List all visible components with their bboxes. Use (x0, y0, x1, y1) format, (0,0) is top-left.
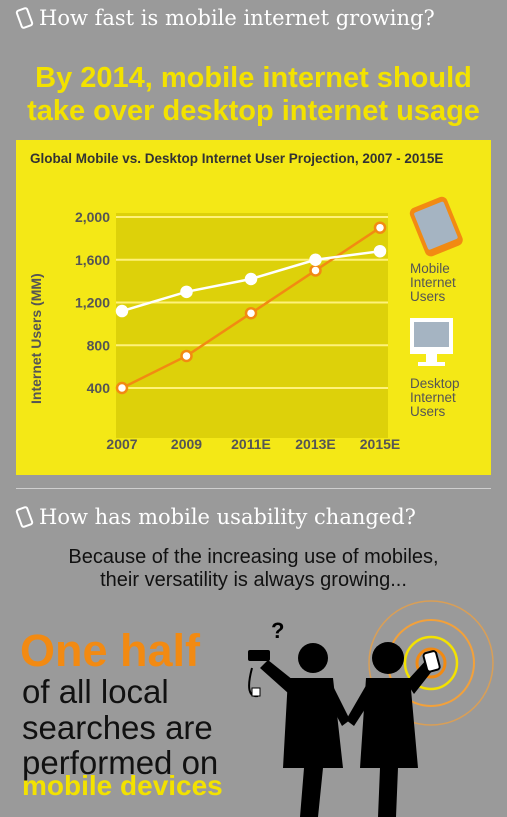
stat-line2: searches are (22, 709, 213, 746)
people-illustration: ? (248, 600, 494, 817)
monitor-icon (410, 318, 453, 366)
headline: By 2014, mobile internet should take ove… (0, 62, 507, 128)
y-tick-label: 800 (87, 337, 111, 353)
data-point (115, 381, 129, 395)
stat-line1: of all local (22, 673, 169, 710)
usability-line2: their versatility is always growing... (100, 569, 407, 591)
line-chart: 2,000 1,600 1,200 800 400 2007 2009 2011E 2013E… (28, 196, 463, 452)
data-point (115, 304, 129, 318)
stat-headline: One half (20, 625, 201, 676)
person-with-phone-icon (346, 642, 441, 817)
y-tick-label: 2,000 (75, 209, 110, 225)
x-tick-label: 2011E (231, 436, 271, 452)
x-tick-label: 2007 (106, 436, 137, 452)
section2-heading: How has mobile usability changed? (14, 505, 416, 529)
stat-line3: performed on (22, 744, 219, 781)
section-divider (16, 488, 491, 489)
section2-question: How has mobile usability changed? (39, 505, 416, 529)
usability-text: Because of the increasing use of mobiles… (0, 546, 507, 592)
desktop-legend: Desktop Internet Users (410, 377, 460, 419)
section1-heading: How fast is mobile internet growing? (14, 6, 435, 30)
desktop-legend-line2: Internet (410, 390, 456, 405)
y-tick-label: 400 (87, 380, 111, 396)
mobile-legend-line3: Users (410, 289, 446, 304)
y-axis-label: Internet Users (MM) (28, 273, 44, 404)
data-point (244, 272, 258, 286)
x-tick-label: 2009 (171, 436, 202, 452)
mobile-legend-line2: Internet (410, 275, 456, 290)
headline-line2: take over desktop internet usage (27, 95, 480, 127)
data-point (373, 244, 387, 258)
phone-icon (14, 505, 35, 529)
mobile-legend: Mobile Internet Users (410, 262, 456, 304)
data-point (244, 306, 258, 320)
chart-title: Global Mobile vs. Desktop Internet User … (30, 151, 444, 166)
usability-line1: Because of the increasing use of mobiles… (68, 546, 439, 568)
data-point (373, 221, 387, 234)
mobile-legend-line1: Mobile (410, 261, 450, 276)
y-tick-label: 1,200 (75, 295, 110, 311)
section1-question: How fast is mobile internet growing? (39, 6, 435, 30)
y-tick-label: 1,600 (75, 252, 110, 268)
desktop-legend-line3: Users (410, 404, 446, 419)
data-point (180, 349, 193, 363)
tablet-icon (409, 196, 463, 257)
data-point (180, 285, 193, 299)
data-point (309, 264, 322, 277)
question-mark: ? (271, 618, 284, 643)
headline-line1: By 2014, mobile internet should (35, 62, 472, 94)
phone-icon (14, 6, 35, 30)
chart-panel: Global Mobile vs. Desktop Internet User … (16, 140, 491, 475)
person-with-binoculars-icon: ? (248, 618, 350, 817)
x-tick-label: 2013E (295, 436, 335, 452)
plot-area (116, 213, 388, 438)
x-tick-label: 2015E (360, 436, 400, 452)
data-point (309, 253, 322, 266)
desktop-legend-line1: Desktop (410, 376, 460, 391)
stat-line4: mobile devices (22, 770, 223, 801)
